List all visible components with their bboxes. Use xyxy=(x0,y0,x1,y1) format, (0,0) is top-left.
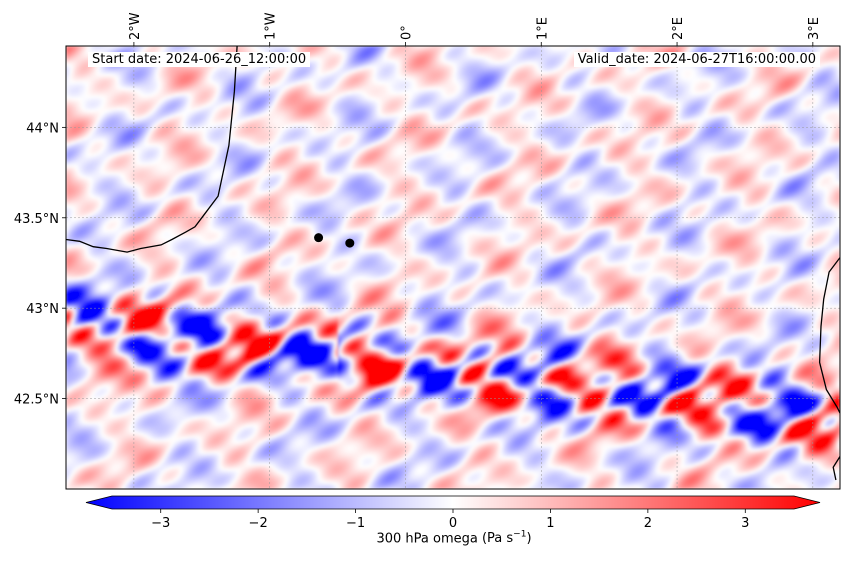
map-frame xyxy=(65,45,841,490)
lon-tick-label: 1°E xyxy=(535,17,550,40)
colorbar-label: 300 hPa omega (Pa s−1) xyxy=(0,530,850,546)
coastline xyxy=(66,46,238,253)
gridlines xyxy=(66,46,840,489)
colorbar-tick-label: 2 xyxy=(644,516,652,531)
start-date-label: Start date: 2024-06-26_12:00:00 xyxy=(88,52,311,67)
lat-tick-label: 44°N xyxy=(26,121,59,136)
map-panel xyxy=(65,45,841,490)
colorbar: −3 −2 −1 0 1 2 3 xyxy=(85,495,821,531)
lat-tick-label: 42.5°N xyxy=(14,393,59,408)
station-markers xyxy=(314,233,355,248)
latitude-tick-labels: 44°N 43.5°N 43°N 42.5°N xyxy=(14,121,66,408)
colorbar-tick-label: 0 xyxy=(449,516,457,531)
colorbar-units: (Pa s−1) xyxy=(481,530,532,547)
colorbar-tick-label: −3 xyxy=(151,516,170,531)
lat-tick-label: 43.5°N xyxy=(14,212,59,227)
colorbar-tick-label: 1 xyxy=(546,516,554,531)
station-marker xyxy=(345,238,355,248)
colorbar-variable: 300 hPa omega xyxy=(376,531,478,547)
lon-tick-label: 0° xyxy=(399,25,414,40)
omega-field-image xyxy=(66,46,840,489)
valid-date-label: Valid_date: 2024-06-27T16:00:00.00 xyxy=(573,52,820,67)
coastlines xyxy=(66,46,840,481)
colorbar-tick-label: 3 xyxy=(741,516,749,531)
omega-field xyxy=(66,46,840,489)
lon-tick-label: 2°E xyxy=(671,17,686,40)
lon-tick-label: 1°W xyxy=(264,12,279,40)
longitude-tick-labels: 2°W 1°W 0° 1°E 2°E 3°E xyxy=(128,12,822,46)
colorbar-ramp xyxy=(85,495,821,510)
colorbar-tick-label: −1 xyxy=(346,516,365,531)
colorbar-ticks: −3 −2 −1 0 1 2 3 xyxy=(151,509,749,531)
station-marker xyxy=(314,233,324,243)
coastline xyxy=(832,456,840,481)
lat-tick-label: 43°N xyxy=(26,302,59,317)
colorbar-tick-label: −2 xyxy=(249,516,268,531)
coastline xyxy=(818,257,840,414)
lon-tick-label: 2°W xyxy=(128,12,143,40)
lon-tick-label: 3°E xyxy=(807,17,822,40)
